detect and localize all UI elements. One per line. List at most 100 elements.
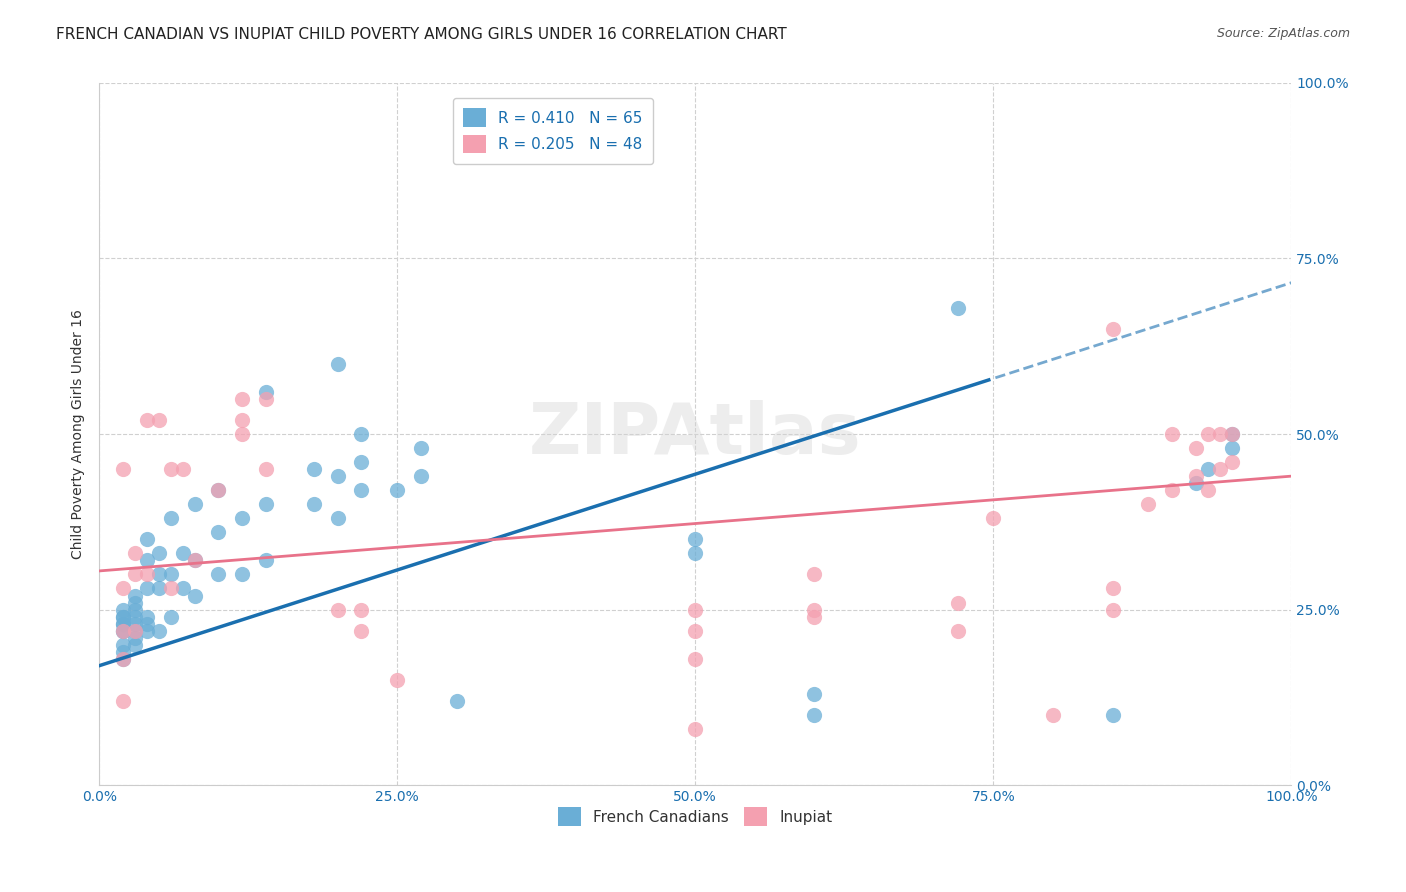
- Point: [124, 602, 146, 616]
- Point: [326, 469, 349, 483]
- Point: [135, 533, 157, 547]
- Point: [254, 384, 277, 399]
- Y-axis label: Child Poverty Among Girls Under 16: Child Poverty Among Girls Under 16: [72, 310, 86, 559]
- Point: [183, 553, 205, 567]
- Point: [409, 441, 432, 455]
- Point: [326, 602, 349, 616]
- Point: [683, 624, 706, 638]
- Point: [148, 413, 170, 427]
- Point: [159, 511, 181, 525]
- Point: [172, 546, 194, 560]
- Point: [135, 616, 157, 631]
- Point: [207, 483, 229, 498]
- Point: [803, 567, 825, 582]
- Point: [159, 462, 181, 476]
- Point: [254, 497, 277, 511]
- Point: [326, 357, 349, 371]
- Point: [172, 462, 194, 476]
- Point: [350, 427, 373, 442]
- Point: [183, 553, 205, 567]
- Point: [1220, 427, 1243, 442]
- Point: [111, 624, 134, 638]
- Point: [683, 651, 706, 665]
- Point: [111, 651, 134, 665]
- Point: [111, 462, 134, 476]
- Point: [254, 462, 277, 476]
- Text: ZIPAtlas: ZIPAtlas: [529, 400, 862, 468]
- Point: [1042, 707, 1064, 722]
- Point: [946, 595, 969, 609]
- Point: [803, 707, 825, 722]
- Point: [683, 602, 706, 616]
- Point: [124, 624, 146, 638]
- Point: [1185, 476, 1208, 491]
- Point: [981, 511, 1004, 525]
- Point: [350, 455, 373, 469]
- Point: [124, 638, 146, 652]
- Point: [111, 616, 134, 631]
- Point: [207, 483, 229, 498]
- Point: [1197, 483, 1219, 498]
- Point: [326, 511, 349, 525]
- Point: [231, 567, 253, 582]
- Point: [135, 582, 157, 596]
- Point: [124, 624, 146, 638]
- Point: [231, 413, 253, 427]
- Point: [231, 427, 253, 442]
- Point: [1185, 441, 1208, 455]
- Point: [159, 582, 181, 596]
- Point: [231, 511, 253, 525]
- Point: [1209, 462, 1232, 476]
- Point: [207, 567, 229, 582]
- Point: [111, 602, 134, 616]
- Text: FRENCH CANADIAN VS INUPIAT CHILD POVERTY AMONG GIRLS UNDER 16 CORRELATION CHART: FRENCH CANADIAN VS INUPIAT CHILD POVERTY…: [56, 27, 787, 42]
- Point: [111, 624, 134, 638]
- Point: [803, 609, 825, 624]
- Point: [1101, 582, 1123, 596]
- Point: [683, 546, 706, 560]
- Point: [1101, 602, 1123, 616]
- Point: [1197, 462, 1219, 476]
- Point: [159, 567, 181, 582]
- Point: [172, 582, 194, 596]
- Point: [350, 483, 373, 498]
- Point: [302, 497, 325, 511]
- Text: Source: ZipAtlas.com: Source: ZipAtlas.com: [1216, 27, 1350, 40]
- Point: [1161, 483, 1184, 498]
- Point: [946, 624, 969, 638]
- Point: [124, 616, 146, 631]
- Point: [946, 301, 969, 315]
- Point: [124, 609, 146, 624]
- Point: [254, 553, 277, 567]
- Point: [111, 582, 134, 596]
- Point: [111, 638, 134, 652]
- Point: [124, 589, 146, 603]
- Point: [124, 595, 146, 609]
- Point: [135, 413, 157, 427]
- Point: [135, 567, 157, 582]
- Point: [1220, 427, 1243, 442]
- Point: [1220, 455, 1243, 469]
- Point: [111, 609, 134, 624]
- Point: [1209, 427, 1232, 442]
- Point: [254, 392, 277, 406]
- Point: [1101, 707, 1123, 722]
- Point: [111, 645, 134, 659]
- Point: [683, 722, 706, 736]
- Point: [409, 469, 432, 483]
- Point: [111, 609, 134, 624]
- Point: [148, 582, 170, 596]
- Point: [1197, 427, 1219, 442]
- Point: [1161, 427, 1184, 442]
- Point: [183, 589, 205, 603]
- Point: [1137, 497, 1160, 511]
- Point: [135, 609, 157, 624]
- Point: [446, 694, 468, 708]
- Point: [124, 631, 146, 645]
- Point: [111, 651, 134, 665]
- Point: [231, 392, 253, 406]
- Point: [803, 602, 825, 616]
- Point: [207, 525, 229, 540]
- Point: [350, 602, 373, 616]
- Point: [1220, 441, 1243, 455]
